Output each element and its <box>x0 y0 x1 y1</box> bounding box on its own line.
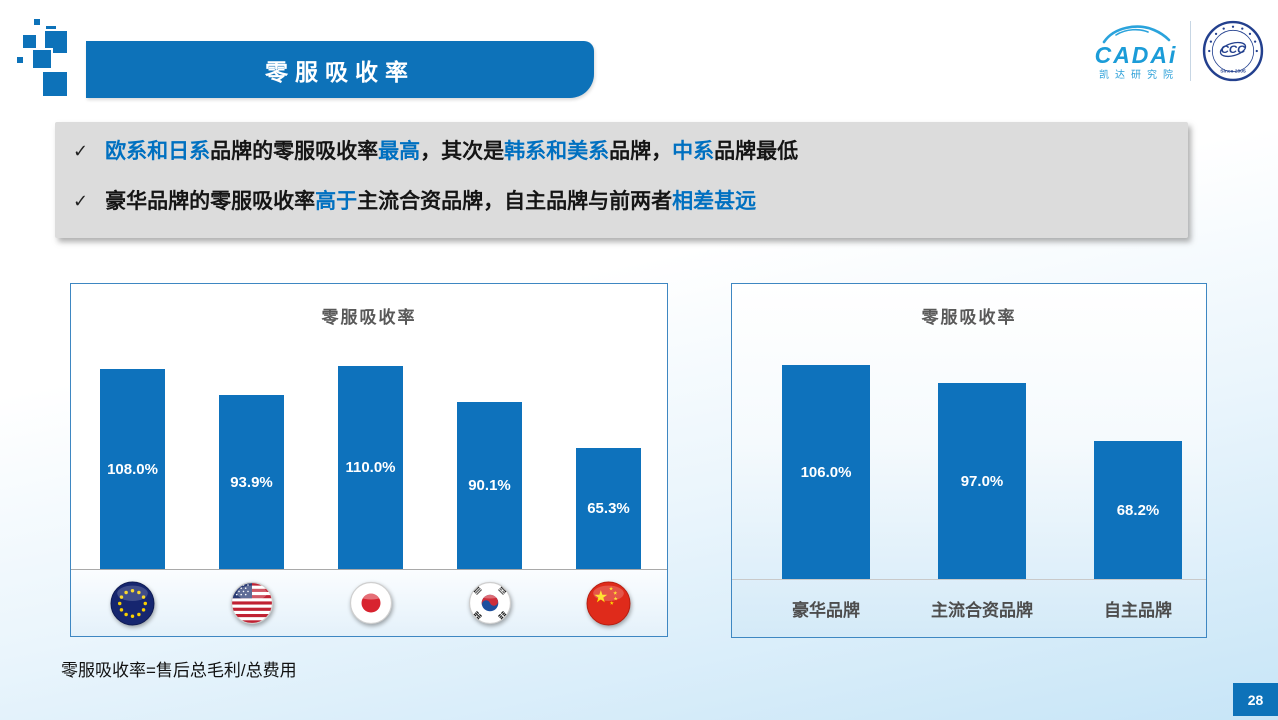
bar-value-label: 90.1% <box>468 477 511 495</box>
highlighted-text: 中系 <box>672 140 715 163</box>
category-label-domestic: 自主品牌 <box>1104 601 1172 620</box>
footnote: 零服吸收率=售后总毛利/总费用 <box>61 661 297 680</box>
bullet-2: ✓ 豪华品牌的零服吸收率高于主流合资品牌，自主品牌与前两者相差甚远 <box>73 188 1168 215</box>
highlighted-text: 高于 <box>315 190 358 213</box>
deco-square <box>23 35 36 48</box>
chart-plot: 106.0% 97.0% 68.2% <box>732 347 1206 579</box>
deco-square <box>17 57 23 63</box>
chart-plot: 108.0% 93.9% 110.0% 90.1% 65.3% <box>71 347 667 569</box>
key-findings-panel: ✓ 欧系和日系品牌的零服吸收率最高，其次是韩系和美系品牌，中系品牌最低 ✓ 豪华… <box>55 122 1188 238</box>
bar-domestic: 68.2% <box>1094 441 1182 579</box>
highlighted-text: 韩系和美系 <box>504 140 610 163</box>
text: 豪华品牌的零服吸收率 <box>105 190 316 213</box>
svg-text:Since 2005: Since 2005 <box>1220 69 1246 75</box>
checkmark-icon: ✓ <box>73 141 89 161</box>
korea-flag-icon <box>457 581 522 625</box>
highlighted-text: 欧系和日系 <box>105 140 211 163</box>
flag-axis-row <box>71 569 667 636</box>
car-swoosh-icon <box>1102 24 1171 43</box>
bar-china: 65.3% <box>576 448 641 569</box>
chart-by-origin: 零服吸收率 108.0% 93.9% 110.0% 90.1% 65.3% <box>70 283 668 637</box>
text: 品牌最低 <box>714 140 799 163</box>
category-axis-row: 豪华品牌 主流合资品牌 自主品牌 <box>732 579 1206 637</box>
bar-luxury: 106.0% <box>782 365 870 579</box>
text: 品牌， <box>609 140 673 163</box>
ccc-badge-icon: CCC Since 2005 <box>1202 20 1264 82</box>
japan-flag-icon <box>338 581 403 625</box>
text: ，其次是 <box>420 140 505 163</box>
highlighted-text: 最高 <box>378 140 421 163</box>
bar-value-label: 93.9% <box>230 473 273 491</box>
checkmark-icon: ✓ <box>73 191 89 211</box>
bar-usa: 93.9% <box>219 395 284 569</box>
bar-value-label: 68.2% <box>1116 501 1160 519</box>
category-label-mainstream-jv: 主流合资品牌 <box>931 601 1033 620</box>
china-flag-icon <box>576 581 641 626</box>
eu-flag-icon <box>100 581 165 626</box>
bar-value-label: 110.0% <box>345 458 396 476</box>
category-label-luxury: 豪华品牌 <box>792 601 860 620</box>
text: 品牌的零服吸收率 <box>210 140 379 163</box>
text: 主流合资品牌，自主品牌与前两者 <box>357 190 673 213</box>
page-number: 28 <box>1233 683 1278 716</box>
logo-block: CADAi 凯达研究院 CCC Since 2005 <box>1093 20 1264 82</box>
svg-text:CCC: CCC <box>1221 44 1246 56</box>
brand-subtitle: 凯达研究院 <box>1099 69 1179 81</box>
bar-value-label: 65.3% <box>587 500 630 518</box>
bar-japan: 110.0% <box>338 365 403 569</box>
highlighted-text: 相差甚远 <box>672 190 757 213</box>
bar-value-label: 108.0% <box>107 460 158 478</box>
brand-name: CADAi <box>1094 41 1178 68</box>
bullet-1-text: 欧系和日系品牌的零服吸收率最高，其次是韩系和美系品牌，中系品牌最低 <box>105 138 798 165</box>
page-title-banner: 零服吸收率 <box>86 41 594 98</box>
deco-square <box>34 19 40 25</box>
bullet-1: ✓ 欧系和日系品牌的零服吸收率最高，其次是韩系和美系品牌，中系品牌最低 <box>73 138 1168 165</box>
page-title: 零服吸收率 <box>265 58 415 85</box>
chart-title: 零服吸收率 <box>921 308 1017 327</box>
chart-by-brand-tier: 零服吸收率 106.0% 97.0% 68.2% 豪华品牌 主流合资品牌 自主品牌 <box>731 283 1207 638</box>
bullet-2-text: 豪华品牌的零服吸收率高于主流合资品牌，自主品牌与前两者相差甚远 <box>105 188 756 215</box>
bar-korea: 90.1% <box>457 402 522 569</box>
chart-title: 零服吸收率 <box>321 308 417 327</box>
logo-divider <box>1190 21 1191 81</box>
cadai-logo: CADAi 凯达研究院 <box>1093 22 1179 81</box>
bar-eu: 108.0% <box>100 369 165 569</box>
deco-square <box>41 70 69 98</box>
bar-value-label: 97.0% <box>960 472 1004 490</box>
deco-square <box>31 48 53 70</box>
bar-mainstream-jv: 97.0% <box>938 383 1026 579</box>
bar-value-label: 106.0% <box>800 463 852 481</box>
usa-flag-icon <box>219 581 284 625</box>
